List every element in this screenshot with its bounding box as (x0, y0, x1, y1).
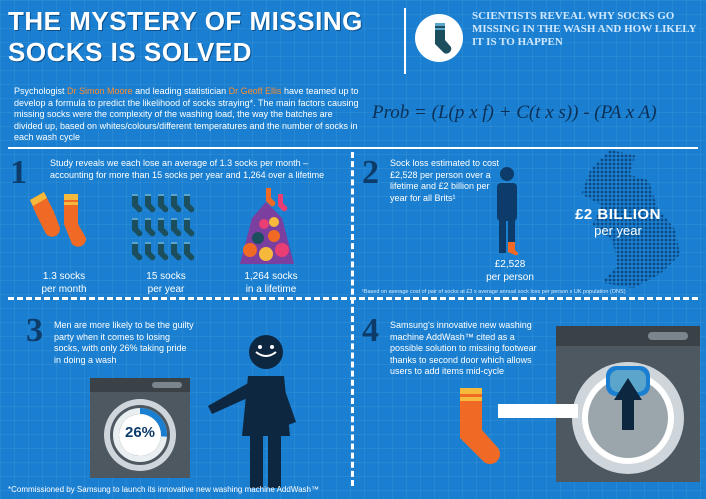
sock-drop-arrow (498, 404, 578, 418)
stat-1-unit: per month (41, 284, 87, 295)
stat-3-unit: in a lifetime (245, 284, 297, 295)
socks-grid-icon (132, 194, 195, 261)
billion-value: £2 BILLION (575, 206, 661, 223)
section-3-text: Men are more likely to be the guilty par… (54, 320, 194, 365)
orange-sock-icon (460, 388, 500, 464)
stat-2-unit: per year (147, 284, 185, 295)
section-2-number: 2 (362, 154, 379, 191)
sock-pile-icon (240, 188, 294, 264)
section-4-number: 4 (362, 312, 379, 349)
scientist-name-1: Dr Simon Moore (67, 86, 133, 96)
section-4-text: Samsung's innovative new washing machine… (390, 320, 537, 376)
footer-note: *Commissioned by Samsung to launch its i… (8, 485, 319, 494)
header-divider (404, 8, 406, 74)
stat-3-caption: 1,264 socks in a lifetime (236, 270, 306, 296)
percent-label: 26% (124, 424, 156, 441)
intro-paragraph: Psychologist Dr Simon Moore and leading … (14, 86, 362, 144)
two-socks-icon (30, 192, 87, 247)
per-person-unit: per person (486, 272, 534, 283)
man-pointing-icon (208, 335, 296, 488)
section-1-text: Study reveals we each lose an average of… (50, 158, 325, 180)
section-1-number: 1 (10, 154, 27, 191)
headline: SCIENTISTS REVEAL WHY SOCKS GO MISSING I… (472, 10, 697, 48)
section-2-footnote: ¹Based on average cost of pair of socks … (362, 289, 626, 295)
section-divider-vertical (351, 152, 354, 486)
per-person-caption: £2,528 per person (480, 258, 540, 284)
stat-2-caption: 15 socks per year (136, 270, 196, 296)
section-divider (8, 147, 698, 149)
per-person-value: £2,528 (494, 259, 526, 270)
percent-ring (113, 408, 167, 462)
person-icon (497, 167, 519, 256)
scientist-name-2: Dr Geoff Ellis (228, 86, 282, 96)
intro-text: and leading statistician (132, 86, 229, 96)
billion-unit: per year (594, 223, 642, 238)
stat-3-value: 1,264 socks (244, 271, 298, 282)
stat-1-value: 1.3 socks (42, 271, 86, 282)
page-title: THE MYSTERY OF MISSING SOCKS IS SOLVED (8, 6, 398, 68)
formula: Prob = (L(p x f) + C(t x s)) - (PA x A) (372, 102, 657, 123)
title-line-2: SOCKS IS SOLVED (8, 37, 252, 67)
stat-2-value: 15 socks (146, 271, 186, 282)
section-3-number: 3 (26, 312, 43, 349)
billion-label: £2 BILLION per year (560, 206, 676, 248)
addwash-machine-icon (556, 326, 700, 482)
title-line-1: THE MYSTERY OF MISSING (8, 6, 363, 36)
stat-1-caption: 1.3 socks per month (34, 270, 94, 296)
section-2-text: Sock loss estimated to cost £2,528 per p… (390, 158, 500, 203)
sock-badge-icon (415, 14, 463, 62)
washing-machine-icon (90, 378, 190, 478)
intro-text: have teamed up to develop a formula to p… (14, 86, 359, 142)
section-divider-horizontal (8, 297, 698, 300)
intro-text: Psychologist (14, 86, 68, 96)
